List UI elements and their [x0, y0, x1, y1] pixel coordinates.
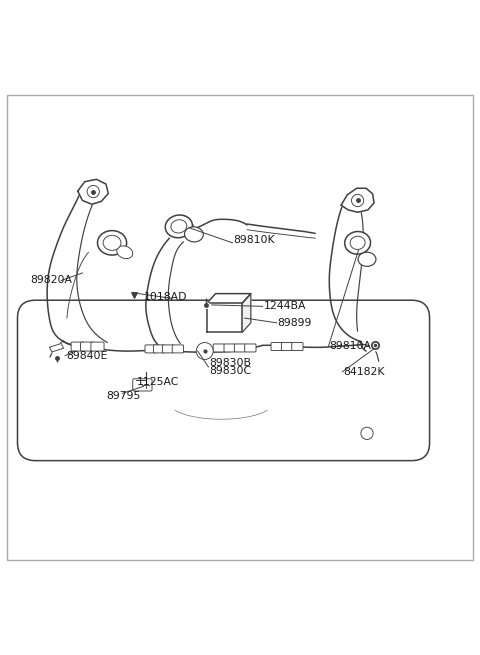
Text: 89820A: 89820A	[31, 276, 72, 286]
Ellipse shape	[345, 231, 371, 254]
FancyBboxPatch shape	[71, 342, 84, 351]
Polygon shape	[242, 293, 251, 332]
Ellipse shape	[358, 252, 376, 267]
Text: 89830B: 89830B	[209, 358, 252, 367]
Text: 1018AD: 1018AD	[144, 292, 187, 302]
Ellipse shape	[165, 215, 192, 238]
FancyBboxPatch shape	[172, 345, 183, 353]
FancyBboxPatch shape	[271, 343, 282, 350]
FancyBboxPatch shape	[154, 345, 165, 353]
FancyBboxPatch shape	[81, 342, 94, 351]
Text: 89795: 89795	[106, 391, 140, 401]
Ellipse shape	[103, 235, 121, 250]
FancyBboxPatch shape	[281, 343, 293, 350]
Polygon shape	[341, 188, 374, 212]
Ellipse shape	[350, 236, 365, 250]
FancyBboxPatch shape	[162, 345, 174, 353]
Text: 1125AC: 1125AC	[136, 377, 179, 386]
Polygon shape	[207, 303, 242, 332]
FancyBboxPatch shape	[17, 300, 430, 460]
FancyBboxPatch shape	[292, 343, 303, 350]
FancyBboxPatch shape	[145, 345, 156, 353]
Polygon shape	[207, 293, 251, 303]
Polygon shape	[49, 343, 63, 352]
Circle shape	[87, 185, 99, 198]
FancyBboxPatch shape	[91, 342, 104, 351]
Ellipse shape	[171, 219, 187, 233]
FancyBboxPatch shape	[234, 344, 246, 352]
Ellipse shape	[184, 227, 204, 242]
Text: 89810K: 89810K	[233, 236, 275, 246]
Polygon shape	[78, 179, 108, 204]
Text: 89830C: 89830C	[209, 365, 252, 376]
Text: 84182K: 84182K	[344, 367, 385, 377]
Text: 89810A: 89810A	[329, 341, 372, 351]
Text: 89899: 89899	[277, 318, 312, 328]
FancyBboxPatch shape	[213, 344, 225, 352]
Circle shape	[196, 343, 213, 360]
FancyBboxPatch shape	[224, 344, 235, 352]
Ellipse shape	[117, 246, 133, 259]
FancyBboxPatch shape	[133, 379, 152, 391]
FancyBboxPatch shape	[245, 344, 256, 352]
Circle shape	[361, 427, 373, 440]
Circle shape	[351, 195, 364, 206]
Text: 89840E: 89840E	[66, 350, 108, 361]
Text: 1244BA: 1244BA	[264, 301, 306, 311]
